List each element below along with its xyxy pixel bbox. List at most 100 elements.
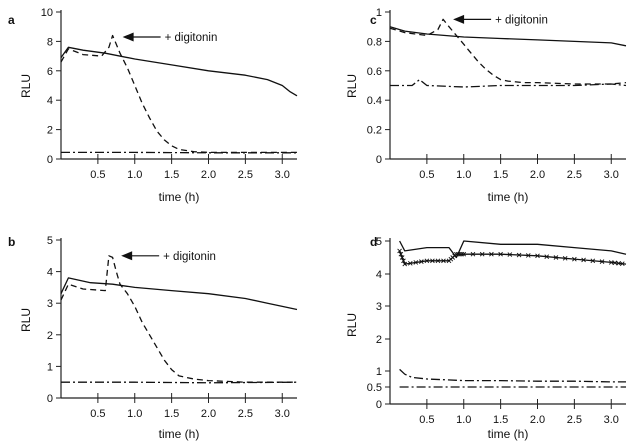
y-tick-label: 2 <box>47 330 53 342</box>
y-tick-label: 4 <box>47 95 53 107</box>
x-tick-label: 2.0 <box>201 169 216 181</box>
star-marker <box>507 252 513 257</box>
y-tick-label: 0.6 <box>367 66 382 78</box>
star-marker <box>535 253 540 259</box>
star-marker <box>399 255 405 260</box>
y-tick-label: 2 <box>47 125 53 137</box>
y-axis-label: RLU <box>345 313 359 337</box>
y-tick-label: 0 <box>376 154 382 166</box>
y-tick-label: 5 <box>47 235 53 247</box>
x-tick-label: 1.0 <box>456 169 471 181</box>
star-marker <box>457 251 463 257</box>
y-tick-label: 1 <box>47 361 53 373</box>
x-tick-label: 2.5 <box>567 169 582 181</box>
x-tick-label: 3.0 <box>604 414 619 426</box>
star-marker <box>407 260 413 266</box>
annotation-text: + digitonin <box>165 32 218 44</box>
annotation-arrowhead <box>122 32 134 42</box>
series-dash-dot <box>61 381 298 384</box>
star-marker <box>599 259 605 264</box>
series-dash-dot <box>390 78 627 88</box>
series-dash-dot-upper <box>399 368 626 383</box>
x-tick-label: 0.5 <box>90 169 105 181</box>
series-dashed <box>389 18 627 85</box>
annotation-text: + digitonin <box>495 14 548 26</box>
y-tick-label: 1 <box>376 366 382 378</box>
star-marker <box>544 254 550 259</box>
star-marker <box>581 257 586 263</box>
x-axis-label: time (h) <box>488 190 529 204</box>
x-axis-label: time (h) <box>159 190 200 204</box>
x-axis-label: time (h) <box>488 427 529 441</box>
star-marker <box>455 251 461 257</box>
y-tick-label: 4 <box>47 267 53 279</box>
y-tick-label: 0 <box>376 399 382 411</box>
panel-a: a 0 2 4 6 8 10 0.5 1.0 1.5 2.0 2.5 3.0 time (h) RLU + d… <box>8 7 298 204</box>
star-marker <box>419 259 424 264</box>
panel-d: d 0 0.5 1 2 3 4 5 0.5 1.0 1.5 2.0 2.5 3.0 time (h) RLU <box>345 235 627 441</box>
y-tick-label: 10 <box>41 7 53 19</box>
star-marker <box>572 256 577 262</box>
x-tick-label: 2.0 <box>530 169 545 181</box>
x-tick-label: 0.5 <box>419 169 434 181</box>
star-marker <box>397 248 402 254</box>
annotation-text: + digitonin <box>163 251 216 263</box>
star-marker <box>590 258 596 264</box>
star-marker <box>489 251 494 257</box>
series-solid <box>60 46 298 97</box>
y-tick-label: 5 <box>376 236 382 248</box>
x-tick-label: 2.5 <box>567 414 582 426</box>
y-tick-label: 2 <box>376 334 382 346</box>
x-tick-label: 1.5 <box>164 408 179 420</box>
star-marker <box>608 260 614 265</box>
x-tick-label: 3.0 <box>275 408 290 420</box>
x-tick-label: 3.0 <box>275 169 290 181</box>
series-dashed <box>60 255 297 383</box>
series-solid <box>60 277 298 311</box>
y-tick-label: 4 <box>376 269 382 281</box>
star-marker <box>413 260 419 265</box>
panel-c: c 0 0.2 0.4 0.6 0.8 1 0.5 1.0 1.5 2.0 2.5 3.0 time (h… <box>345 7 627 204</box>
x-tick-label: 2.0 <box>530 414 545 426</box>
star-marker <box>553 255 559 260</box>
panel-letter-b: b <box>8 235 15 249</box>
star-marker <box>616 260 621 266</box>
series-dashed <box>60 34 297 154</box>
star-marker <box>454 251 459 257</box>
digitonin-annotation: + digitonin <box>122 32 218 44</box>
y-tick-label: 0.4 <box>367 95 382 107</box>
y-tick-label: 8 <box>47 36 53 48</box>
x-tick-label: 1.0 <box>456 414 471 426</box>
star-marker <box>525 253 531 258</box>
y-axis-label: RLU <box>19 308 33 332</box>
x-tick-label: 2.5 <box>238 169 253 181</box>
x-tick-label: 0.5 <box>419 414 434 426</box>
x-tick-label: 1.0 <box>127 169 142 181</box>
x-tick-label: 2.0 <box>201 408 216 420</box>
digitonin-annotation: + digitonin <box>453 14 548 26</box>
panel-b: b 0 1 2 3 4 5 0.5 1.0 1.5 2.0 2.5 3.0 time (h) RLU + di… <box>8 235 298 441</box>
star-marker <box>479 251 485 257</box>
star-marker <box>398 251 404 257</box>
series-solid <box>389 26 627 47</box>
star-marker <box>461 251 467 257</box>
x-tick-label: 1.5 <box>164 169 179 181</box>
y-tick-label: 3 <box>47 298 53 310</box>
y-axis-label: RLU <box>345 74 359 98</box>
x-tick-label: 1.5 <box>493 169 508 181</box>
star-marker <box>430 258 435 264</box>
y-tick-label: 6 <box>47 66 53 78</box>
star-marker <box>498 251 503 257</box>
y-tick-label: 0.8 <box>367 36 382 48</box>
star-marker <box>435 258 441 264</box>
panel-letter-d: d <box>370 235 377 249</box>
y-tick-label: 0.2 <box>367 125 382 137</box>
y-axis-label: RLU <box>19 74 33 98</box>
panel-letter-c: c <box>370 13 377 27</box>
x-tick-label: 1.0 <box>127 408 142 420</box>
star-marker <box>612 260 618 266</box>
star-marker <box>402 261 408 267</box>
x-tick-label: 1.5 <box>493 414 508 426</box>
y-tick-label: 0 <box>47 154 53 166</box>
